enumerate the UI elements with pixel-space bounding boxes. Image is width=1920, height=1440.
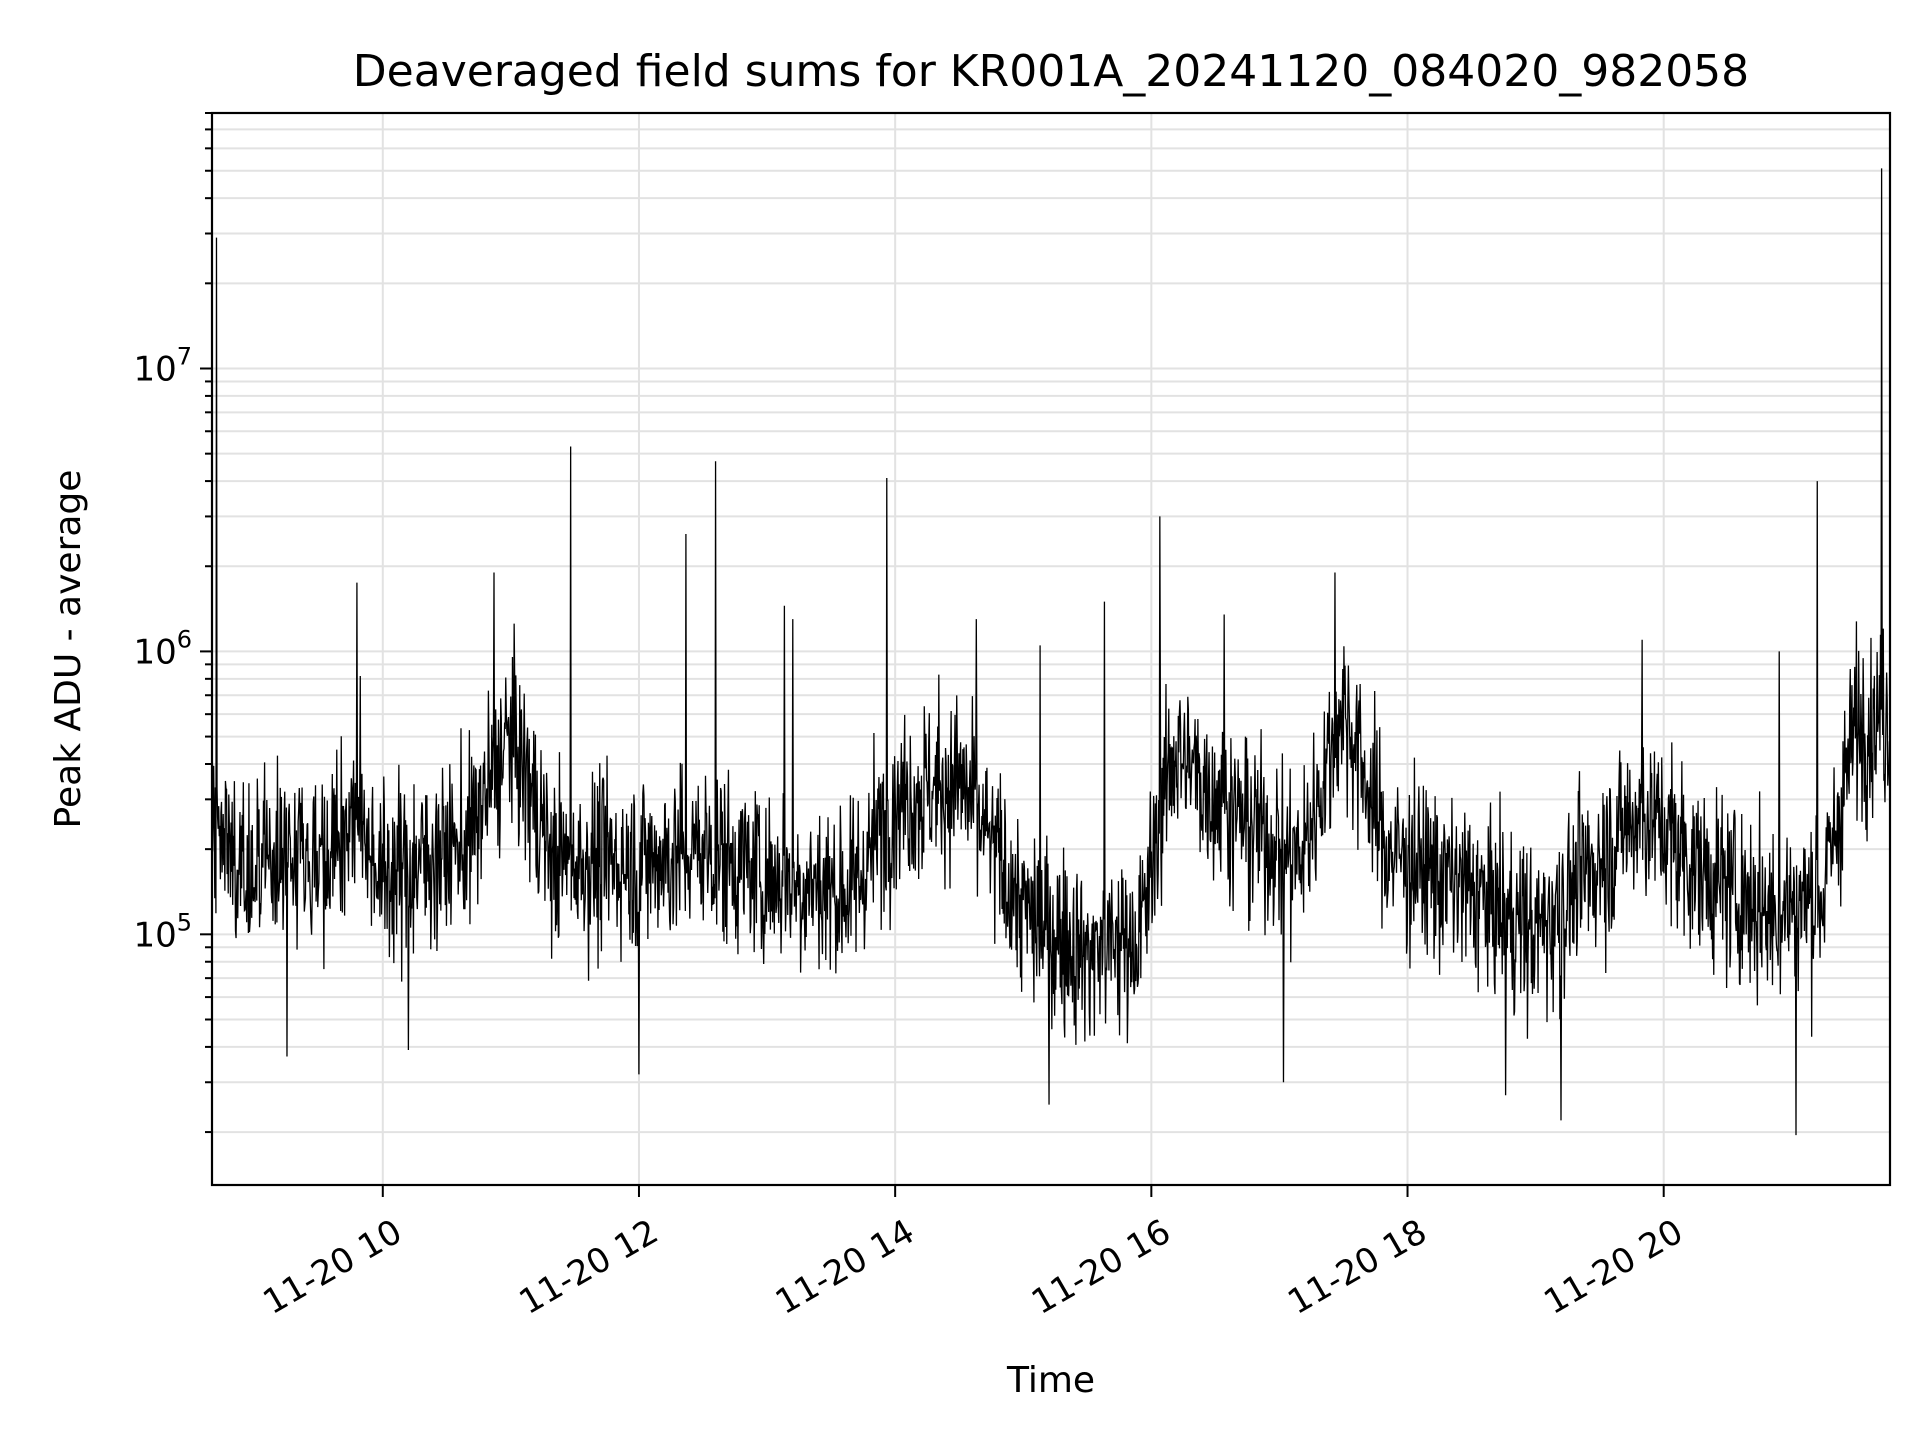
x-tick-label: 11-20 14 (769, 1212, 921, 1323)
chart-title: Deaveraged field sums for KR001A_2024112… (353, 46, 1749, 97)
y-axis-label: Peak ADU - average (48, 470, 89, 829)
y-tick-label: 107 (133, 342, 192, 389)
x-tick-label: 11-20 18 (1281, 1212, 1433, 1323)
plot-frame (210, 111, 1892, 1187)
series-line (211, 168, 1891, 1136)
series-layer (211, 168, 1891, 1136)
y-axis: 105 106 107 (133, 112, 212, 1134)
x-tick-label: 11-20 20 (1537, 1212, 1689, 1323)
grid (212, 112, 1890, 1185)
y-tick-label: 106 (133, 625, 192, 672)
x-tick-label: 11-20 12 (513, 1212, 665, 1323)
x-axis: 11-20 10 11-20 12 11-20 14 11-20 16 11-20 18… (256, 1185, 1690, 1323)
y-tick-label: 105 (133, 908, 192, 955)
x-tick-label: 11-20 16 (1025, 1212, 1177, 1323)
x-axis-label: Time (1006, 1360, 1095, 1401)
x-tick-label: 11-20 10 (256, 1212, 408, 1323)
